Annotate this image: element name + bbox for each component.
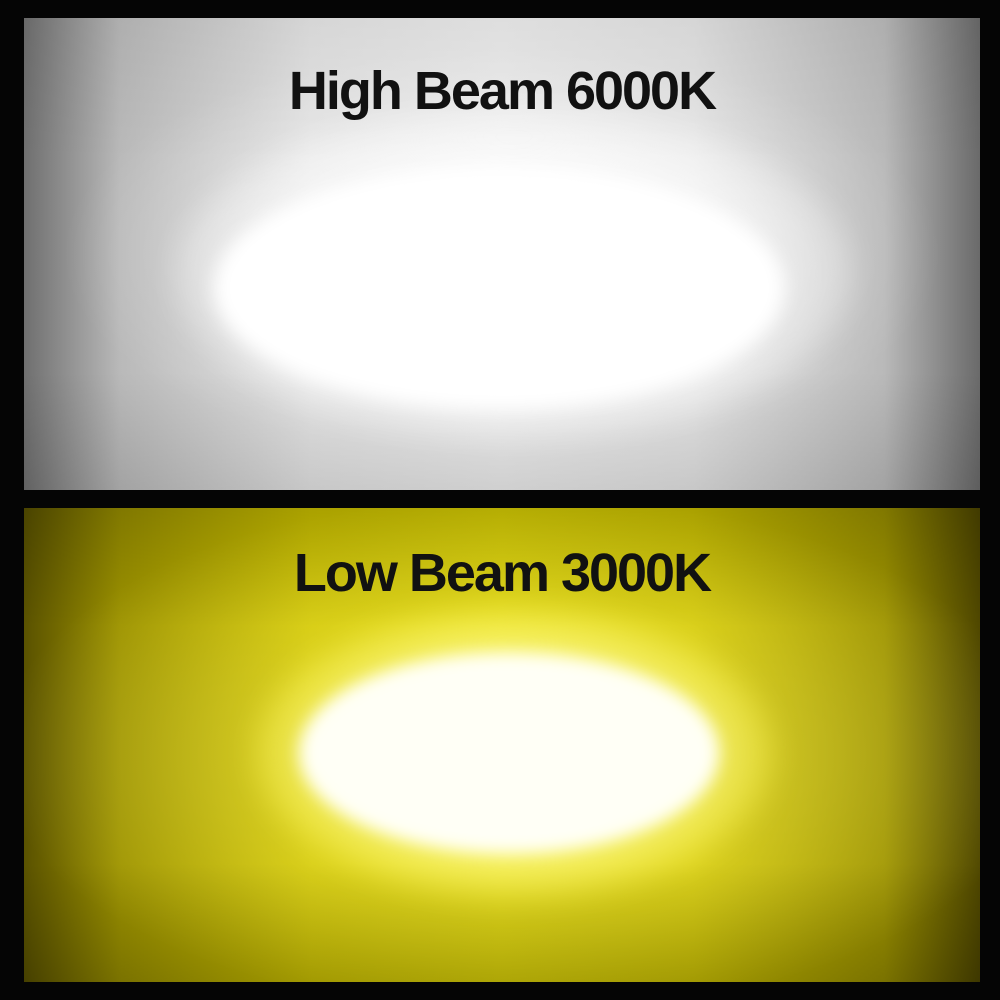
- low-beam-light-spot: [299, 653, 719, 853]
- high-beam-light-spot: [214, 168, 784, 408]
- low-beam-panel: Low Beam 3000K: [24, 508, 980, 982]
- high-beam-panel: High Beam 6000K: [24, 18, 980, 490]
- low-beam-caption: Low Beam 3000K: [293, 543, 712, 603]
- high-beam-caption: High Beam 6000K: [288, 61, 717, 121]
